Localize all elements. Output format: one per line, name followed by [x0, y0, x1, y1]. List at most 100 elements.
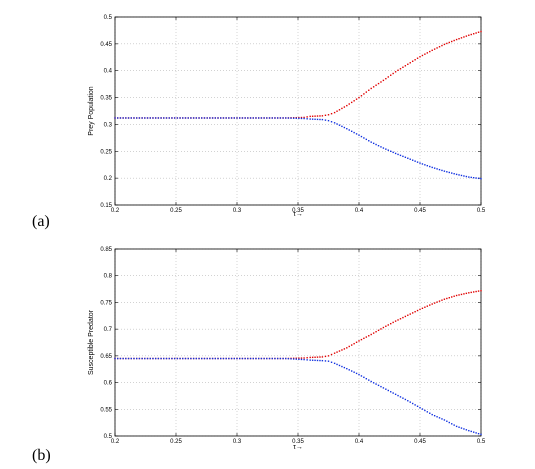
data-point [470, 430, 472, 433]
data-point [133, 117, 135, 119]
y-axis-label: Prey Population [88, 86, 95, 136]
data-point [230, 357, 233, 360]
data-point [446, 171, 448, 173]
data-point [426, 52, 429, 54]
data-point [411, 159, 414, 161]
data-point [311, 118, 314, 120]
series-blue [114, 117, 482, 180]
data-point [346, 347, 348, 349]
y-tick-label: 0.4 [104, 69, 113, 75]
data-point [465, 429, 468, 431]
data-point [295, 117, 297, 119]
data-point [260, 117, 263, 119]
data-point [382, 326, 385, 329]
data-point [363, 337, 365, 340]
data-point [192, 117, 195, 119]
data-point [241, 117, 244, 119]
y-tick-label: 0.75 [100, 300, 112, 306]
y-tick-label: 0.55 [100, 407, 112, 413]
data-point [309, 356, 311, 359]
data-point [201, 357, 203, 360]
y-tick-label: 0.15 [100, 203, 112, 209]
data-point [363, 137, 365, 139]
data-point [441, 169, 443, 172]
data-point [330, 121, 333, 123]
y-tick-label: 0.8 [104, 274, 113, 280]
data-point [419, 308, 421, 311]
y-tick-label: 0.85 [100, 247, 112, 253]
data-point [443, 170, 446, 172]
data-point [377, 144, 380, 147]
data-point [324, 360, 327, 362]
data-point [375, 143, 377, 146]
data-point [249, 117, 252, 119]
data-point [387, 76, 389, 78]
data-point [394, 152, 397, 155]
data-point [217, 117, 219, 119]
data-point [382, 147, 385, 149]
data-point [266, 117, 268, 119]
data-point [477, 177, 480, 180]
x-tick-label: 0.25 [170, 439, 182, 445]
data-point [338, 109, 341, 111]
data-point [475, 32, 477, 34]
data-point [426, 164, 429, 167]
data-point [327, 119, 330, 122]
data-point [165, 357, 168, 360]
data-point [375, 331, 377, 333]
data-point [394, 320, 397, 322]
data-point [295, 358, 297, 360]
data-point [407, 314, 409, 316]
data-point [324, 119, 327, 121]
data-point [397, 153, 399, 156]
data-point [365, 91, 368, 93]
data-point [380, 328, 382, 330]
data-point [211, 357, 214, 360]
data-point [336, 110, 338, 112]
y-tick-label: 0.45 [100, 42, 112, 48]
data-point [368, 379, 370, 381]
data-point [451, 172, 453, 174]
data-point [446, 297, 448, 300]
data-point [424, 164, 426, 166]
data-point [144, 357, 146, 360]
panel-a-chart: 0.2 0.25 0.3 0.35 0.4 0.45 0.50.150.20.250.30.… [32, 15, 486, 230]
data-point [260, 357, 263, 360]
data-point [220, 117, 222, 119]
data-point [125, 357, 127, 360]
x-tick-label: 0.2 [111, 208, 120, 214]
data-point [350, 101, 353, 104]
data-point [239, 117, 241, 119]
data-point [470, 33, 472, 36]
data-point [409, 62, 411, 64]
data-point [385, 388, 387, 390]
data-point [271, 117, 273, 119]
data-point [122, 357, 124, 360]
data-point [470, 176, 472, 179]
data-point [327, 360, 330, 362]
data-point [348, 369, 350, 371]
data-point [399, 396, 402, 398]
data-point [358, 340, 360, 342]
data-point [377, 329, 380, 332]
data-point [282, 357, 284, 360]
data-point [370, 380, 372, 383]
data-point [263, 357, 265, 360]
data-point [448, 297, 450, 299]
data-point [324, 355, 327, 358]
data-point [426, 411, 429, 413]
data-point [160, 117, 162, 119]
data-point [458, 174, 460, 176]
data-point [319, 359, 321, 362]
y-tick-label: 0.5 [104, 434, 113, 440]
data-point [144, 117, 146, 119]
data-point [392, 392, 394, 394]
data-point [130, 357, 132, 360]
data-point [463, 175, 465, 177]
data-point [463, 293, 465, 295]
data-point [380, 146, 382, 148]
data-point [133, 357, 135, 360]
data-point [348, 129, 350, 131]
data-point [436, 416, 438, 418]
data-point [363, 376, 365, 379]
